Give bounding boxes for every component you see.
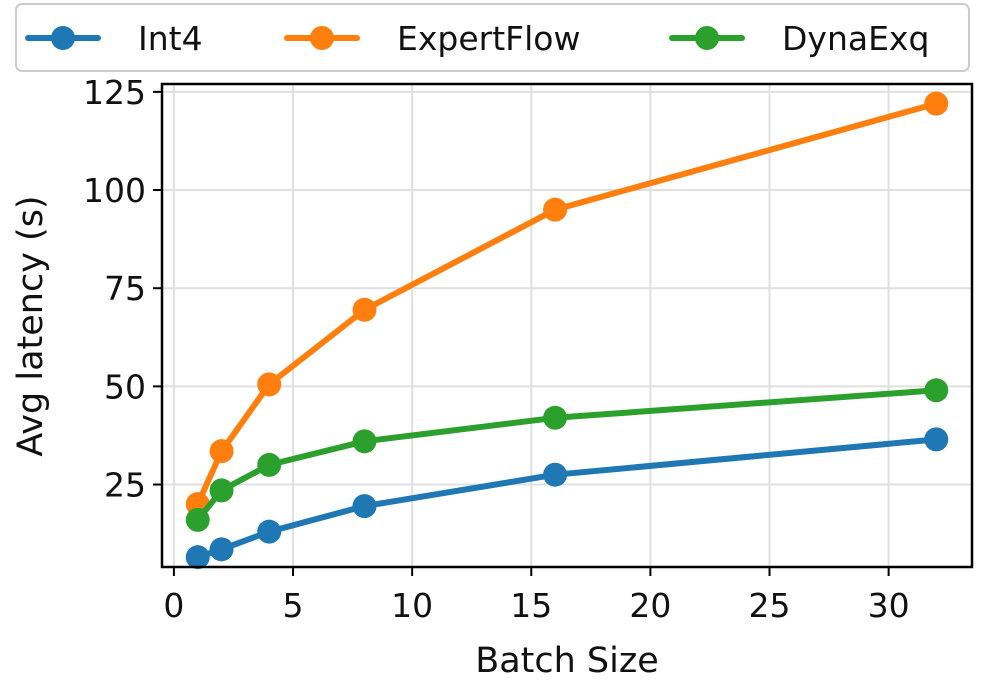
data-point-dynaexq: [185, 507, 210, 532]
x-tick-label: 25: [749, 586, 791, 625]
legend-marker-expertflow: [310, 26, 334, 50]
data-point-dynaexq: [543, 405, 568, 430]
legend-label-dynaexq: DynaExq: [782, 19, 929, 58]
legend: Int4 ExpertFlow DynaExq: [15, 3, 970, 72]
series-dynaexq: [185, 378, 949, 532]
data-point-int4: [185, 545, 210, 570]
series-line-expertflow: [194, 100, 940, 508]
data-point-expertflow: [924, 91, 949, 116]
legend-marker-dynaexq: [695, 26, 719, 50]
y-tick-label: 25: [104, 466, 146, 505]
y-tick-label: 100: [83, 171, 146, 210]
data-point-dynaexq: [924, 378, 949, 403]
x-axis-title: Batch Size: [475, 641, 659, 681]
data-point-expertflow: [257, 372, 282, 397]
series-line-dynaexq: [194, 387, 940, 523]
series-int4: [185, 427, 949, 570]
grid-lines: [162, 84, 972, 567]
data-point-int4: [352, 494, 377, 519]
series-layer: [185, 91, 949, 570]
legend-frame: [15, 3, 970, 72]
x-tick-label: 10: [391, 586, 433, 625]
y-tick-label: 50: [104, 367, 146, 406]
x-tick-label: 0: [163, 586, 184, 625]
y-axis-title: Avg latency (s): [11, 195, 51, 456]
x-tick-label: 15: [510, 586, 552, 625]
data-point-expertflow: [209, 439, 234, 464]
legend-marker-int4: [51, 26, 75, 50]
data-point-int4: [257, 519, 282, 544]
data-point-int4: [543, 462, 568, 487]
data-point-dynaexq: [257, 452, 282, 477]
x-tick-label: 30: [868, 586, 910, 625]
x-tick-label: 20: [629, 586, 671, 625]
x-axis: 0 5 10 15 20 25 30: [163, 567, 910, 625]
data-point-int4: [924, 427, 949, 452]
data-point-dynaexq: [352, 429, 377, 454]
data-point-int4: [209, 537, 234, 562]
y-axis: 25 50 75 100 125: [83, 73, 162, 505]
legend-label-int4: Int4: [138, 19, 203, 58]
plot-frame: [160, 82, 974, 569]
data-point-expertflow: [543, 197, 568, 222]
y-tick-label: 75: [104, 269, 146, 308]
x-tick-label: 5: [283, 586, 304, 625]
legend-label-expertflow: ExpertFlow: [397, 19, 580, 58]
y-tick-label: 125: [83, 73, 146, 112]
series-expertflow: [185, 91, 949, 517]
data-point-expertflow: [352, 297, 377, 322]
data-point-dynaexq: [209, 478, 234, 503]
